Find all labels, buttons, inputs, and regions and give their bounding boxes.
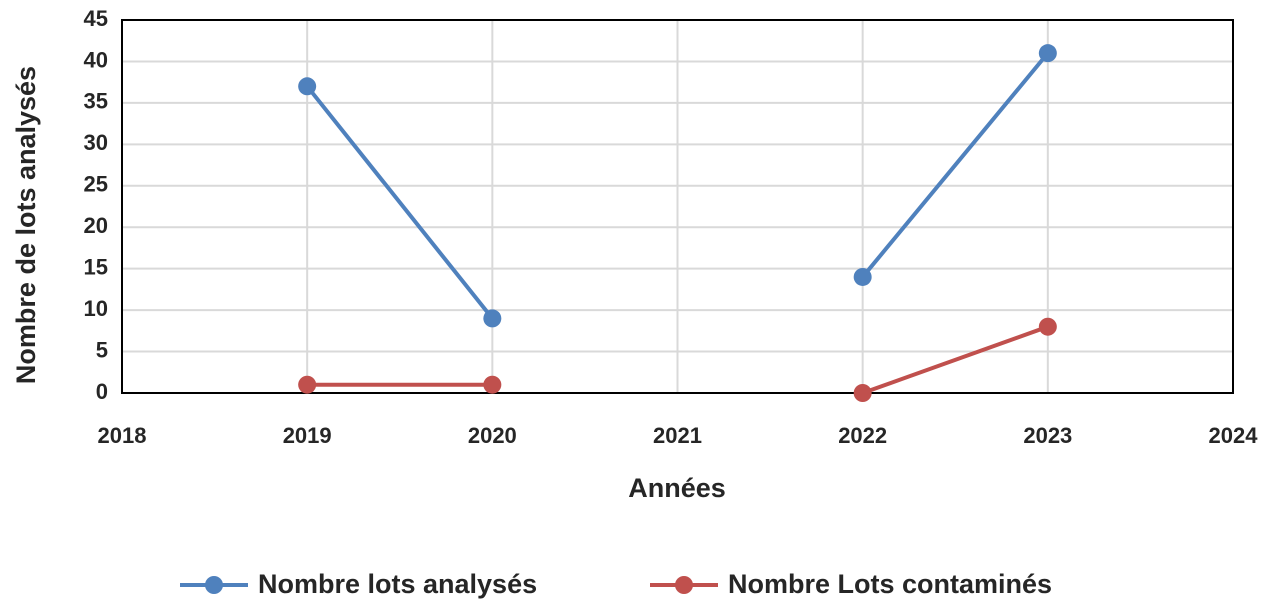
y-tick-label: 35: [84, 89, 108, 114]
y-tick-label: 15: [84, 254, 108, 279]
data-point: [298, 77, 317, 96]
series-line: [305, 51, 1050, 320]
y-tick-label: 30: [84, 130, 108, 155]
data-point: [483, 375, 502, 394]
y-tick-label: 25: [84, 172, 108, 197]
x-tick-label: 2019: [283, 423, 332, 448]
data-point: [1038, 317, 1057, 336]
x-tick-label: 2022: [838, 423, 887, 448]
y-tick-label: 0: [96, 379, 108, 404]
y-axis-label: Nombre de lots analysés: [11, 66, 41, 384]
x-tick-label: 2020: [468, 423, 517, 448]
legend-marker: [675, 576, 693, 594]
data-point: [853, 267, 872, 286]
plot-border: [121, 19, 1234, 394]
y-tick-label: 10: [84, 296, 108, 321]
x-tick-label: 2021: [653, 423, 702, 448]
y-tick-label: 45: [84, 6, 108, 31]
x-axis-label: Années: [628, 473, 726, 503]
y-tick-label: 5: [96, 337, 108, 362]
data-point: [298, 375, 317, 394]
data-point: [1038, 44, 1057, 63]
legend-marker: [205, 576, 223, 594]
y-tick-label: 20: [84, 213, 108, 238]
legend-label: Nombre lots analysés: [258, 569, 537, 599]
legend-label: Nombre Lots contaminés: [728, 569, 1052, 599]
series-line: [307, 324, 1049, 395]
x-tick-label: 2024: [1209, 423, 1259, 448]
data-point: [483, 309, 502, 328]
data-point: [853, 384, 872, 402]
x-tick-label: 2023: [1023, 423, 1072, 448]
y-tick-label: 40: [84, 47, 108, 72]
x-tick-label: 2018: [98, 423, 147, 448]
